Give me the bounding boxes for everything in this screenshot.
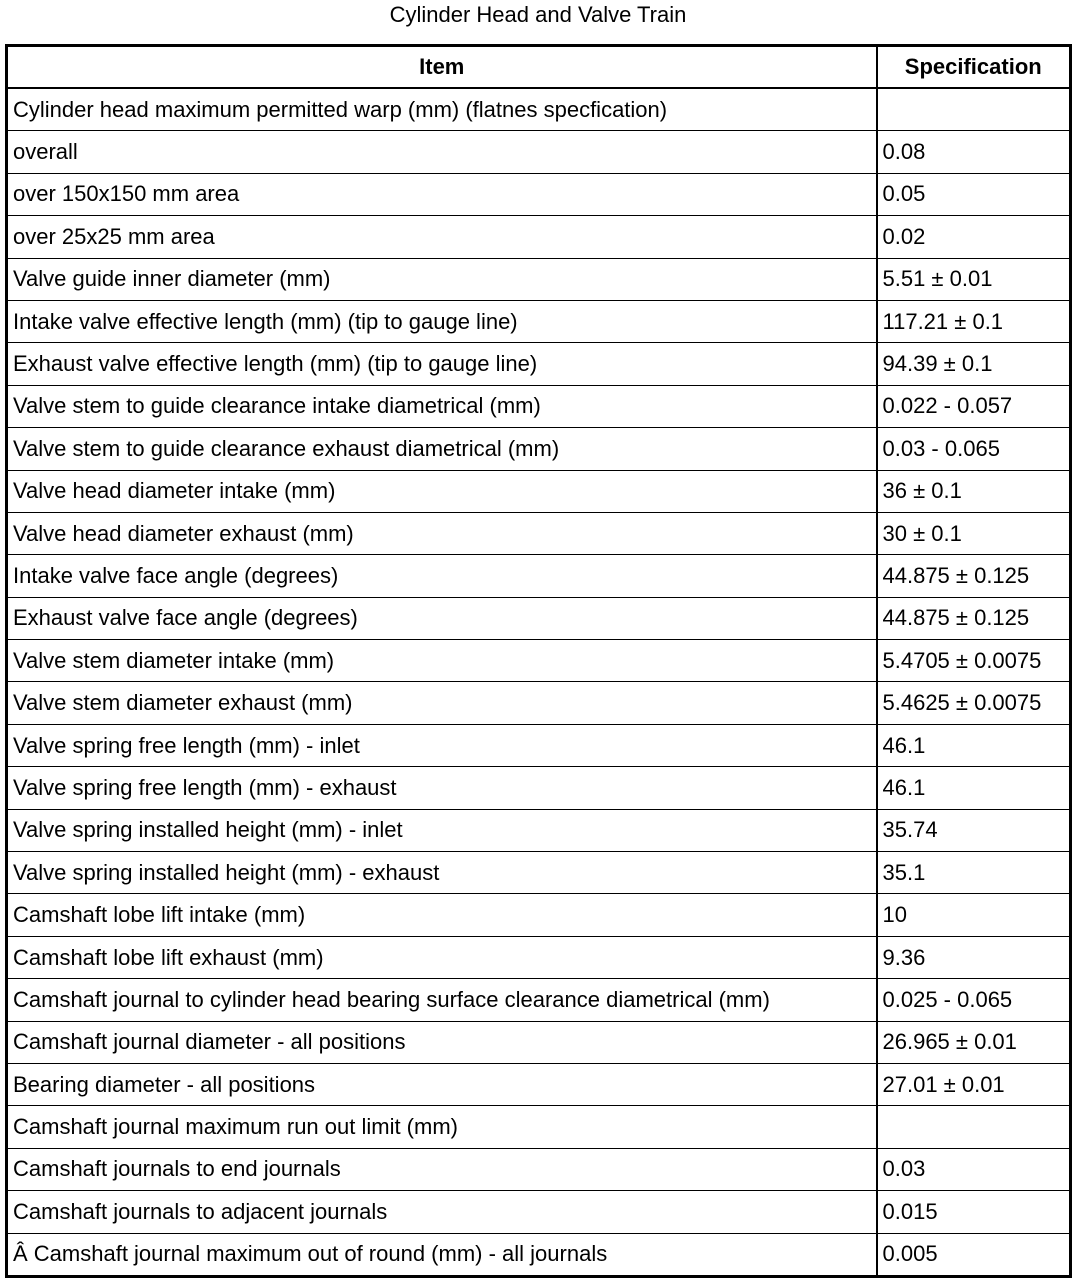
table-row: overall 0.08	[6, 130, 1071, 174]
table-row: Camshaft journal to cylinder head bearin…	[6, 978, 1071, 1022]
item-cell: Valve stem diameter intake (mm)	[6, 639, 877, 682]
item-cell: Exhaust valve face angle (degrees)	[6, 596, 877, 640]
specification-cell: 46.1	[875, 766, 1071, 810]
specification-cell: 9.36	[875, 935, 1071, 979]
item-cell: Valve guide inner diameter (mm)	[6, 257, 877, 301]
table-row: Valve stem diameter intake (mm) 5.4705 ± …	[6, 639, 1071, 682]
specification-cell	[875, 87, 1071, 131]
table-row: Valve stem diameter exhaust (mm) 5.4625 ±…	[6, 681, 1071, 725]
item-cell: Camshaft journals to adjacent journals	[6, 1190, 877, 1234]
specification-cell: 0.022 - 0.057	[875, 384, 1071, 428]
item-cell: Valve head diameter intake (mm)	[6, 469, 877, 513]
table-row: Â Camshaft journal maximum out of round …	[6, 1232, 1071, 1277]
specification-cell: 27.01 ± 0.01	[875, 1062, 1071, 1106]
item-cell: Valve stem diameter exhaust (mm)	[6, 681, 877, 725]
table-row: Intake valve face angle (degrees) 44.875 …	[6, 554, 1071, 598]
item-cell: Cylinder head maximum permitted warp (mm…	[6, 87, 877, 131]
item-cell: Camshaft journal maximum run out limit (…	[6, 1105, 877, 1149]
item-cell: Valve spring installed height (mm) - inl…	[6, 808, 877, 852]
table-row: Valve spring installed height (mm) - inl…	[6, 808, 1071, 852]
specification-cell: 0.015	[875, 1190, 1071, 1234]
specification-cell: 26.965 ± 0.01	[875, 1020, 1071, 1064]
specification-cell: 0.03	[875, 1147, 1071, 1191]
table-row: Camshaft lobe lift exhaust (mm) 9.36	[6, 935, 1071, 979]
specification-cell: 46.1	[875, 723, 1071, 767]
item-cell: Camshaft lobe lift exhaust (mm)	[6, 935, 877, 979]
table-row: Valve guide inner diameter (mm) 5.51 ± 0.…	[6, 257, 1071, 301]
item-cell: Valve stem to guide clearance exhaust di…	[6, 427, 877, 471]
page-title: Cylinder Head and Valve Train	[389, 2, 687, 27]
table-row: Valve spring free length (mm) - exhaust 4…	[6, 766, 1071, 810]
table-row: Cylinder head maximum permitted warp (mm…	[6, 87, 1071, 131]
table-row: Camshaft journals to adjacent journals 0.…	[6, 1190, 1071, 1234]
specification-cell: 0.02	[875, 215, 1071, 259]
table-row: Bearing diameter - all positions 27.01 ± …	[6, 1062, 1071, 1106]
table-row: Camshaft journal maximum run out limit (…	[6, 1105, 1071, 1149]
specification-cell: 94.39 ± 0.1	[875, 342, 1071, 386]
table-row: Valve head diameter intake (mm) 36 ± 0.1	[6, 469, 1071, 513]
specification-cell: 44.875 ± 0.125	[875, 596, 1071, 640]
table-row: Camshaft journal diameter - all position…	[6, 1020, 1071, 1064]
table-row: Valve spring free length (mm) - inlet 46.…	[6, 723, 1071, 767]
item-cell: overall	[6, 130, 877, 174]
item-cell: Valve spring free length (mm) - exhaust	[6, 766, 877, 810]
item-cell: Camshaft journal diameter - all position…	[6, 1020, 877, 1064]
table-row: Exhaust valve face angle (degrees) 44.875…	[6, 596, 1071, 640]
table-row: Valve stem to guide clearance exhaust di…	[6, 427, 1071, 471]
item-cell: Bearing diameter - all positions	[6, 1062, 877, 1106]
specification-cell: 0.005	[875, 1232, 1071, 1277]
item-cell: Intake valve face angle (degrees)	[6, 554, 877, 598]
specification-cell: 5.4705 ± 0.0075	[875, 639, 1071, 682]
table-row: Valve head diameter exhaust (mm) 30 ± 0.1	[6, 511, 1071, 555]
specification-cell: 5.4625 ± 0.0075	[875, 681, 1071, 725]
specification-cell: 0.05	[875, 172, 1071, 216]
specification-cell: 0.03 - 0.065	[875, 427, 1071, 471]
item-cell: Exhaust valve effective length (mm) (tip…	[6, 342, 877, 386]
table-header-row: Item Specification	[6, 45, 1071, 89]
specification-cell	[875, 1105, 1071, 1149]
table-row: Camshaft lobe lift intake (mm) 10	[6, 893, 1071, 937]
header-specification: Specification	[875, 45, 1071, 89]
table-row: over 150x150 mm area 0.05	[6, 172, 1071, 216]
table-row: Intake valve effective length (mm) (tip …	[6, 299, 1071, 343]
item-cell: Â Camshaft journal maximum out of round …	[6, 1232, 877, 1277]
table-row: Valve spring installed height (mm) - exh…	[6, 851, 1071, 894]
item-cell: Camshaft lobe lift intake (mm)	[6, 893, 877, 937]
item-cell: Valve head diameter exhaust (mm)	[6, 511, 877, 555]
table-row: Valve stem to guide clearance intake dia…	[6, 384, 1071, 428]
specification-cell: 36 ± 0.1	[875, 469, 1071, 513]
specification-cell: 5.51 ± 0.01	[875, 257, 1071, 301]
item-cell: over 25x25 mm area	[6, 215, 877, 259]
table-row: over 25x25 mm area 0.02	[6, 215, 1071, 259]
specification-cell: 35.1	[875, 851, 1071, 894]
specification-cell: 44.875 ± 0.125	[875, 554, 1071, 598]
specification-cell: 117.21 ± 0.1	[875, 299, 1071, 343]
table-row: Exhaust valve effective length (mm) (tip…	[6, 342, 1071, 386]
item-cell: Valve spring installed height (mm) - exh…	[6, 851, 877, 894]
specification-cell: 10	[875, 893, 1071, 937]
item-cell: Valve stem to guide clearance intake dia…	[6, 384, 877, 428]
specification-cell: 30 ± 0.1	[875, 511, 1071, 555]
spec-table: Item Specification Cylinder head maximum…	[5, 44, 1072, 1278]
item-cell: Valve spring free length (mm) - inlet	[6, 723, 877, 767]
specification-cell: 0.08	[875, 130, 1071, 174]
item-cell: Intake valve effective length (mm) (tip …	[6, 299, 877, 343]
item-cell: Camshaft journal to cylinder head bearin…	[6, 978, 877, 1022]
item-cell: Camshaft journals to end journals	[6, 1147, 877, 1191]
table-row: Camshaft journals to end journals 0.03	[6, 1147, 1071, 1191]
item-cell: over 150x150 mm area	[6, 172, 877, 216]
header-item: Item	[6, 45, 877, 89]
specification-cell: 0.025 - 0.065	[875, 978, 1071, 1022]
specification-cell: 35.74	[875, 808, 1071, 852]
